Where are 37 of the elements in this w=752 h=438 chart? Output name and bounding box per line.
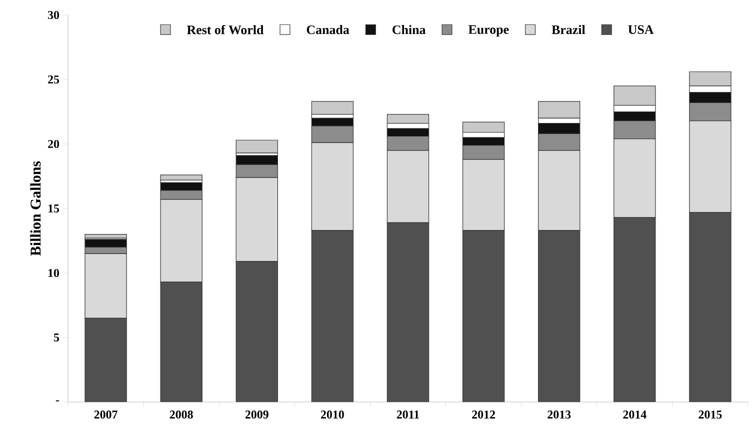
bar [689,212,732,402]
legend-label: Brazil [552,25,586,34]
bar [538,230,580,402]
bar [462,230,505,402]
bar [311,230,354,402]
legend-label: Europe [468,25,509,37]
legend-label: USA [628,25,654,34]
bar [311,101,354,115]
bar [386,114,430,124]
legend-label: China [392,25,426,34]
x-tick-label: 2011 [396,410,420,419]
bar [84,318,127,402]
x-tick-label: 2013 [548,410,571,419]
bar [386,222,430,402]
bar [160,174,202,180]
y-axis-title: Billion Gallons [30,161,41,256]
x-tick-label: 2014 [623,410,646,419]
x-tick-label: 2008 [170,410,193,419]
x-tick-label: 2007 [94,410,118,419]
y-tick-label: 5 [54,334,60,342]
y-tick-label: 20 [48,140,60,148]
y-tick-label: 10 [48,268,60,278]
x-tick-label: 2012 [472,410,495,419]
legend-label: Canada [306,25,350,34]
bar [160,282,202,402]
y-tick-label: 30 [48,10,60,20]
bar [236,140,278,154]
legend-label: Rest of World [186,24,264,34]
y-tick-label: - [56,400,60,402]
x-tick-label: 2009 [245,410,268,419]
y-tick-label: 25 [48,75,60,84]
bar [462,122,505,133]
bar [236,261,278,402]
bar [614,217,656,402]
x-tick-label: 2010 [320,410,344,419]
y-tick-label: 15 [48,204,60,212]
x-tick-label: 2015 [698,410,722,419]
